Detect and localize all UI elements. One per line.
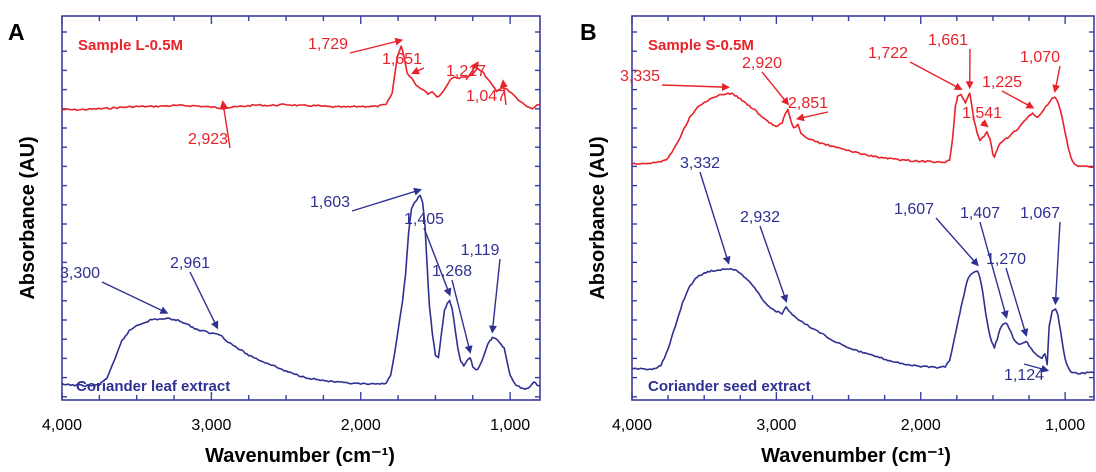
peak-label: 1,405 [404, 211, 444, 228]
x-tick-label: 4,000 [612, 417, 652, 434]
peak-arrow [1023, 363, 1050, 373]
peak-arrow [351, 187, 422, 212]
x-tick-label: 3,000 [756, 417, 796, 434]
peak-arrow [101, 281, 169, 314]
x-tick-label: 3,000 [191, 417, 231, 434]
peak-arrow [219, 100, 231, 149]
series-label-top: Sample L-0.5M [78, 37, 183, 54]
peak-label: 1,661 [928, 32, 968, 49]
peak-arrow [661, 83, 731, 92]
peak-arrow [349, 37, 404, 54]
peak-arrow [1052, 65, 1061, 93]
peak-label: 1,722 [868, 45, 908, 62]
peak-label: 1,119 [461, 242, 500, 259]
axis-ticks [61, 16, 540, 400]
panel-letter: A [8, 19, 25, 45]
axis-ticks [631, 16, 1094, 400]
peak-arrow [1051, 221, 1061, 306]
plot-frame [631, 15, 1095, 401]
series-label-bottom: Coriander leaf extract [76, 378, 230, 395]
series-line-top [61, 45, 541, 112]
series-line-bottom [631, 267, 1095, 375]
peak-label: 1,047 [466, 88, 506, 105]
peak-arrow [465, 61, 479, 81]
y-axis-title: Absorbance (AU) [587, 136, 609, 299]
peak-annotations: 3,335 2,920 2,851 1,722 1,661 1,541 1,225 1,070… [620, 32, 1061, 384]
x-axis-title: Wavenumber (cm⁻¹) [761, 445, 951, 467]
x-tick-labels: 4,000 3,000 2,000 1,000 [42, 417, 530, 434]
peak-label: 3,300 [60, 265, 100, 282]
peak-label: 1,225 [982, 74, 1022, 91]
peak-label: 1,124 [1004, 367, 1044, 384]
peak-label: 1,070 [1020, 49, 1060, 66]
peak-label: 1,268 [432, 263, 472, 280]
panel-b: B Absorbance (AU) Wavenumber (cm⁻¹) 4,00… [580, 15, 1095, 467]
y-axis-title: Absorbance (AU) [17, 136, 39, 299]
peak-arrow [979, 221, 1009, 319]
peak-label: 3,335 [620, 68, 660, 85]
x-tick-label: 1,000 [1045, 417, 1085, 434]
peak-arrow [699, 171, 731, 265]
peak-arrow [909, 61, 963, 91]
peak-arrow [935, 217, 979, 267]
series-label-top: Sample S-0.5M [648, 37, 754, 54]
peak-arrow [451, 279, 473, 354]
x-axis-title: Wavenumber (cm⁻¹) [205, 445, 395, 467]
peak-arrow [488, 258, 501, 334]
peak-arrow [759, 225, 788, 303]
peak-label: 2,920 [742, 55, 782, 72]
peak-arrow [411, 66, 425, 75]
peak-label: 1,270 [986, 251, 1026, 268]
x-tick-label: 4,000 [42, 417, 82, 434]
peak-arrow [499, 79, 508, 106]
x-tick-labels: 4,000 3,000 2,000 1,000 [612, 417, 1085, 434]
plot-frame [61, 15, 541, 401]
series-line-top [631, 92, 1095, 169]
panel-letter: B [580, 19, 597, 45]
peak-label: 1,651 [382, 51, 422, 68]
peak-label: 3,332 [680, 155, 720, 172]
series-line-bottom [61, 194, 541, 391]
peak-arrow [979, 119, 989, 128]
peak-annotations: 1,729 1,651 1,217 1,047 2,923 1,603 1,405 1,268… [60, 36, 508, 354]
peak-arrow [189, 271, 219, 330]
peak-arrow [423, 227, 452, 297]
x-tick-label: 2,000 [341, 417, 381, 434]
peak-label: 1,541 [962, 105, 1002, 122]
peak-label: 1,067 [1020, 205, 1060, 222]
series-lines [631, 92, 1095, 375]
peak-arrow [795, 111, 829, 122]
peak-label: 1,217 [446, 63, 486, 80]
panel-a: A Absorbance (AU) Wavenumber (cm⁻¹) 4,00… [8, 15, 541, 467]
peak-arrow [1005, 267, 1029, 337]
peak-arrow [761, 71, 790, 106]
x-tick-label: 1,000 [490, 417, 530, 434]
peak-label: 1,407 [960, 205, 1000, 222]
peak-label: 2,961 [170, 255, 210, 272]
peak-label: 2,932 [740, 209, 780, 226]
peak-label: 2,851 [788, 95, 828, 112]
peak-label: 1,607 [894, 201, 934, 218]
peak-label: 1,729 [308, 36, 348, 53]
series-lines [61, 45, 541, 391]
peak-arrow [1001, 90, 1035, 109]
x-tick-label: 2,000 [901, 417, 941, 434]
peak-label: 1,603 [310, 194, 350, 211]
peak-label: 2,923 [188, 131, 228, 148]
series-label-bottom: Coriander seed extract [648, 378, 811, 395]
